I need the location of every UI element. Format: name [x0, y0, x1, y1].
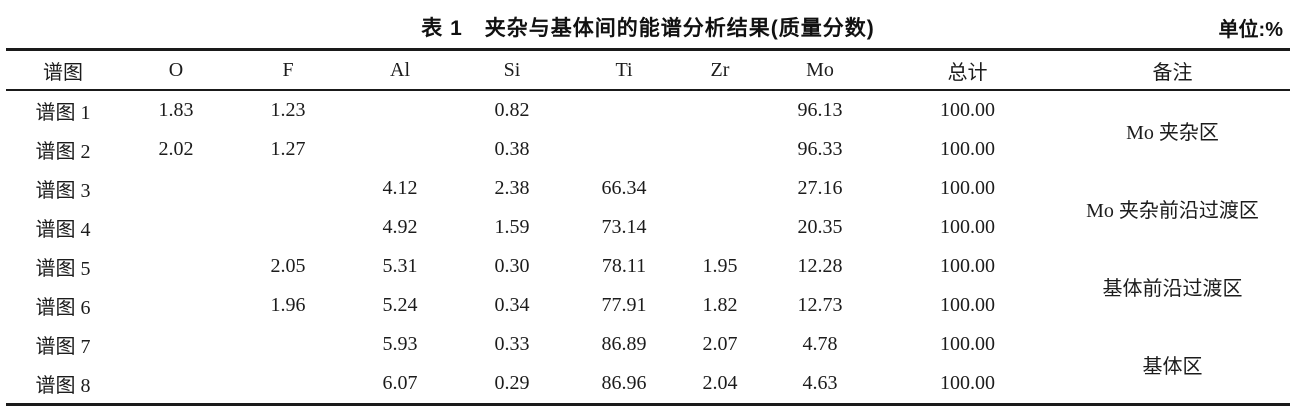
column-header-al: Al: [344, 49, 456, 91]
value-cell: 78.11: [601, 255, 647, 277]
value-cell: [232, 364, 344, 405]
value-cell: [120, 286, 232, 325]
value-cell: [120, 247, 232, 286]
value-cell: [344, 90, 456, 130]
remark-cell: Mo 夹杂前沿过渡区: [1086, 199, 1259, 222]
row-label: 谱图 4: [35, 219, 91, 241]
value-cell: [232, 169, 344, 208]
table-row: 谱图 5 2.05 5.31 0.30 78.11 1.95 12.28 100…: [6, 247, 1290, 300]
value-cell: 4.63: [802, 372, 838, 394]
header-row: 谱图 O F Al Si Ti Zr Mo 总计 备注: [6, 49, 1290, 91]
value-cell: [344, 130, 456, 169]
table-row: 谱图 4 4.92 1.59 73.14 20.35 100.00: [6, 208, 1290, 247]
column-header-f: F: [232, 49, 344, 91]
column-header-zr: Zr: [680, 49, 760, 91]
value-cell: [120, 169, 232, 208]
value-cell: 1.83: [158, 99, 194, 121]
row-label: 谱图 7: [35, 336, 91, 358]
row-label: 谱图 6: [35, 297, 91, 319]
value-cell: 2.05: [270, 255, 306, 277]
value-cell: 6.07: [382, 372, 418, 394]
column-header-o: O: [120, 49, 232, 91]
unit-label: 单位:%: [1218, 19, 1283, 41]
value-cell: [120, 364, 232, 405]
row-label: 谱图 1: [35, 102, 91, 124]
value-cell: 4.12: [382, 177, 418, 199]
value-cell: 2.38: [494, 177, 530, 199]
value-cell: 0.33: [494, 333, 530, 355]
value-cell: 96.13: [797, 99, 843, 121]
value-cell: 1.95: [702, 255, 738, 277]
table-row: 谱图 2 2.02 1.27 0.38 96.33 100.00: [6, 130, 1290, 169]
value-cell: 5.24: [382, 294, 418, 316]
value-cell: 100.00: [940, 333, 995, 355]
value-cell: 0.30: [494, 255, 530, 277]
value-cell: 86.89: [601, 333, 647, 355]
value-cell: 100.00: [940, 294, 995, 316]
row-label: 谱图 3: [35, 180, 91, 202]
value-cell: 0.82: [494, 99, 530, 121]
value-cell: [680, 208, 760, 247]
value-cell: 2.02: [158, 138, 194, 160]
column-header-ti: Ti: [568, 49, 680, 91]
table-row: 谱图 7 5.93 0.33 86.89 2.07 4.78 100.00 基体…: [6, 325, 1290, 378]
row-label: 谱图 2: [35, 141, 91, 163]
column-header-total: 总计: [880, 49, 1055, 91]
value-cell: [680, 130, 760, 169]
value-cell: 77.91: [601, 294, 647, 316]
value-cell: 73.14: [601, 216, 647, 238]
value-cell: [120, 208, 232, 247]
table-row: 谱图 1 1.83 1.23 0.82 96.13 100.00 Mo 夹杂区: [6, 90, 1290, 144]
table-row: 谱图 3 4.12 2.38 66.34 27.16 100.00 Mo 夹杂前…: [6, 169, 1290, 222]
eds-analysis-table: 谱图 O F Al Si Ti Zr Mo 总计 备注 谱图 1 1.83 1.…: [6, 48, 1290, 406]
value-cell: [232, 208, 344, 247]
value-cell: 1.59: [494, 216, 530, 238]
remark-cell: 基体前沿过渡区: [1102, 277, 1243, 300]
column-header-mo: Mo: [760, 49, 880, 91]
value-cell: 66.34: [601, 177, 647, 199]
row-label: 谱图 8: [35, 375, 91, 397]
value-cell: [680, 90, 760, 130]
value-cell: 20.35: [797, 216, 843, 238]
column-header-spectrum: 谱图: [6, 49, 120, 91]
value-cell: 27.16: [797, 177, 843, 199]
value-cell: 100.00: [940, 99, 995, 121]
column-header-si: Si: [456, 49, 568, 91]
value-cell: 0.29: [494, 372, 530, 394]
row-label: 谱图 5: [35, 258, 91, 280]
remark-cell: 基体区: [1142, 355, 1203, 378]
value-cell: 96.33: [797, 138, 843, 160]
value-cell: 100.00: [940, 255, 995, 277]
value-cell: 1.96: [270, 294, 306, 316]
table-row: 谱图 6 1.96 5.24 0.34 77.91 1.82 12.73 100…: [6, 286, 1290, 325]
value-cell: 0.38: [494, 138, 530, 160]
value-cell: 4.92: [382, 216, 418, 238]
value-cell: 0.34: [494, 294, 530, 316]
value-cell: 1.23: [270, 99, 306, 121]
value-cell: 5.31: [382, 255, 418, 277]
value-cell: [680, 169, 760, 208]
value-cell: [120, 325, 232, 364]
value-cell: [232, 325, 344, 364]
table-title: 表 1 夹杂与基体间的能谱分析结果(质量分数): [421, 17, 875, 40]
table-row: 谱图 8 6.07 0.29 86.96 2.04 4.63 100.00: [6, 364, 1290, 405]
table-caption-bar: 表 1 夹杂与基体间的能谱分析结果(质量分数) 单位:%: [0, 0, 1296, 48]
value-cell: [568, 130, 680, 169]
value-cell: 86.96: [601, 372, 647, 394]
value-cell: 1.82: [702, 294, 738, 316]
value-cell: 100.00: [940, 216, 995, 238]
value-cell: 100.00: [940, 138, 995, 160]
value-cell: 2.07: [702, 333, 738, 355]
value-cell: 2.04: [702, 372, 738, 394]
value-cell: 12.28: [797, 255, 843, 277]
value-cell: 100.00: [940, 372, 995, 394]
column-header-remark: 备注: [1055, 49, 1290, 91]
value-cell: 1.27: [270, 138, 306, 160]
value-cell: [568, 90, 680, 130]
value-cell: 4.78: [802, 333, 838, 355]
value-cell: 100.00: [940, 177, 995, 199]
value-cell: 5.93: [382, 333, 418, 355]
remark-cell: Mo 夹杂区: [1126, 121, 1219, 144]
value-cell: 12.73: [797, 294, 843, 316]
